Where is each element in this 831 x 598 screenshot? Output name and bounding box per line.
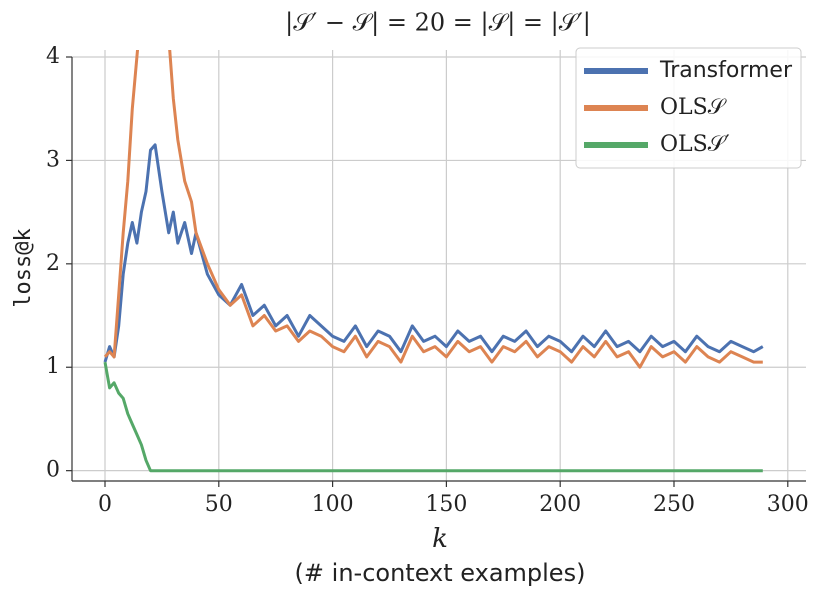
y-axis-label: loss@k [11, 228, 36, 307]
series-line [103, 143, 764, 363]
legend-label: OLS𝒮′ [660, 132, 730, 157]
y-tick-label: 2 [46, 251, 60, 276]
y-tick-label: 1 [46, 354, 60, 379]
x-tick-label: 50 [205, 492, 233, 517]
x-tick-label: 0 [98, 492, 112, 517]
legend-label: OLS𝒮 [660, 95, 727, 120]
x-axis-note: (# in-context examples) [295, 559, 586, 587]
x-axis-label: k [432, 524, 448, 554]
chart-title: |𝒮′ − 𝒮| = 20 = |𝒮| = |𝒮′| [285, 9, 591, 38]
y-tick-label: 3 [46, 147, 60, 172]
x-tick-label: 150 [425, 492, 467, 517]
x-tick-label: 200 [539, 492, 581, 517]
y-tick-label: 0 [46, 458, 60, 483]
legend-label: Transformer [659, 58, 793, 83]
x-tick-label: 250 [653, 492, 695, 517]
legend-box [575, 47, 802, 169]
plot-area [103, 50, 764, 473]
y-tick-label: 4 [46, 44, 60, 69]
x-tick-label: 300 [767, 492, 809, 517]
series-line [103, 50, 763, 369]
series-line [103, 361, 763, 473]
x-tick-label: 100 [312, 492, 354, 517]
